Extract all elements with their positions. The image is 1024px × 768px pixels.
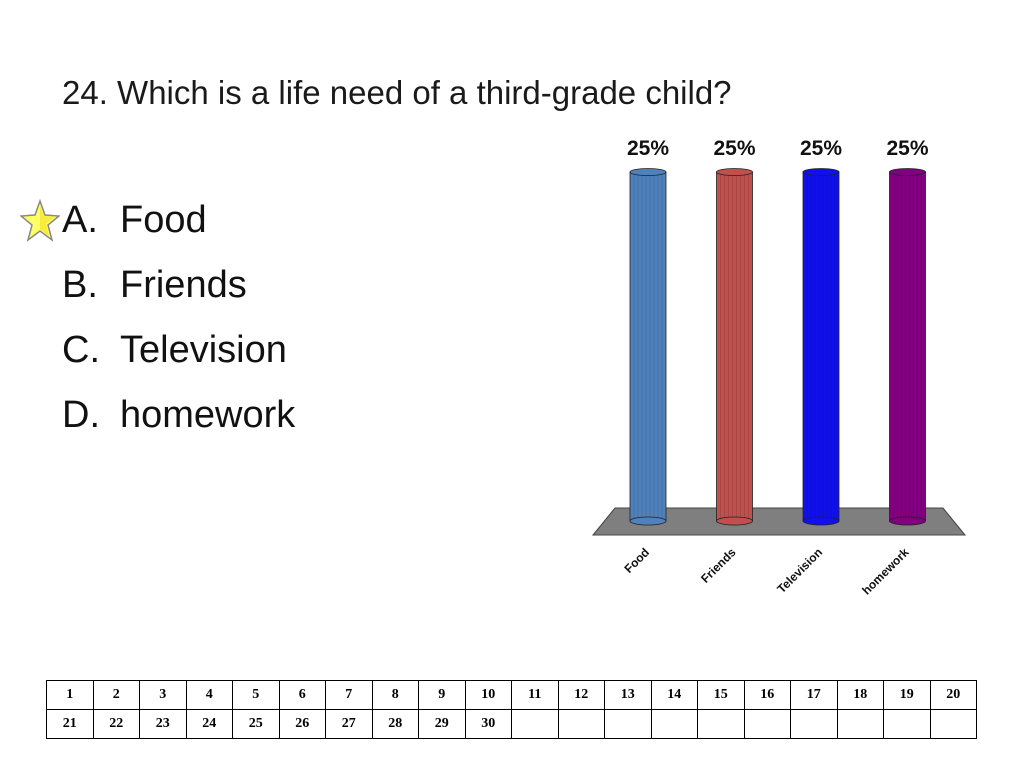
grid-cell[interactable]: 24 xyxy=(185,709,233,739)
grid-cell[interactable] xyxy=(557,709,605,739)
grid-cell[interactable] xyxy=(929,709,977,739)
grid-cell[interactable]: 28 xyxy=(371,709,419,739)
bar-base xyxy=(716,516,753,526)
answer-option[interactable]: D. homework xyxy=(62,383,295,448)
bar xyxy=(629,171,667,522)
grid-cell[interactable] xyxy=(697,709,745,739)
grid-cell[interactable]: 27 xyxy=(325,709,373,739)
bar xyxy=(802,171,840,522)
results-chart: 25% Food 25% Friends 25% Television 25% homewor… xyxy=(591,137,967,598)
grid-cell[interactable]: 14 xyxy=(650,680,698,710)
bar xyxy=(889,171,926,522)
answer-option[interactable]: B. Friends xyxy=(62,253,295,318)
grid-cell[interactable] xyxy=(743,709,791,739)
answer-text: Friends xyxy=(120,264,247,306)
grid-cell[interactable] xyxy=(790,709,838,739)
grid-cell[interactable]: 29 xyxy=(418,709,466,739)
answer-option[interactable]: C. Television xyxy=(62,318,295,383)
answer-letter: A. xyxy=(62,199,98,241)
answer-text: Food xyxy=(120,199,207,241)
answer-list: A. Food B. Friends C. Television D. home… xyxy=(62,188,295,448)
grid-cell[interactable]: 30 xyxy=(464,709,512,739)
grid-cell[interactable]: 26 xyxy=(278,709,326,739)
grid-cell[interactable]: 22 xyxy=(92,709,140,739)
answer-letter: B. xyxy=(62,264,98,306)
grid-cell[interactable]: 6 xyxy=(278,680,326,710)
grid-cell[interactable]: 11 xyxy=(511,680,559,710)
grid-cell[interactable]: 18 xyxy=(836,680,884,710)
grid-cell[interactable] xyxy=(604,709,652,739)
bar-top xyxy=(629,168,667,176)
grid-cell[interactable]: 9 xyxy=(418,680,466,710)
bar-base xyxy=(889,516,926,526)
bar xyxy=(716,171,753,522)
star-icon xyxy=(20,199,60,242)
grid-cell[interactable]: 8 xyxy=(371,680,419,710)
grid-cell[interactable]: 23 xyxy=(139,709,187,739)
bar-base xyxy=(629,516,667,526)
bar-top xyxy=(802,168,840,176)
bar-top xyxy=(889,168,926,176)
bar-top xyxy=(716,168,753,176)
grid-cell[interactable]: 7 xyxy=(325,680,373,710)
grid-cell[interactable]: 5 xyxy=(232,680,280,710)
bar-base xyxy=(802,516,840,526)
response-grid: 1 2 3 4 5 6 7 8 9 10 11 12 13 14 15 16 17 18 19 20 21 22 23 24 2… xyxy=(46,680,977,739)
grid-cell[interactable]: 3 xyxy=(139,680,187,710)
grid-cell[interactable]: 12 xyxy=(557,680,605,710)
answer-letter: D. xyxy=(62,394,100,436)
grid-cell[interactable] xyxy=(511,709,559,739)
answer-text: homework xyxy=(120,394,296,436)
grid-cell[interactable]: 15 xyxy=(697,680,745,710)
grid-cell[interactable] xyxy=(836,709,884,739)
answer-text: Television xyxy=(120,329,287,371)
answer-letter: C. xyxy=(62,329,100,371)
category-label: Friends xyxy=(698,545,739,586)
grid-cell[interactable] xyxy=(650,709,698,739)
category-label: Food xyxy=(621,545,652,576)
grid-row: 21 22 23 24 25 26 27 28 29 30 xyxy=(46,709,977,739)
grid-cell[interactable]: 16 xyxy=(743,680,791,710)
grid-cell[interactable]: 25 xyxy=(232,709,280,739)
grid-cell[interactable]: 21 xyxy=(46,709,94,739)
data-label: 25% xyxy=(713,137,755,160)
category-label: homework xyxy=(859,545,912,598)
grid-cell[interactable]: 20 xyxy=(929,680,977,710)
grid-cell[interactable]: 10 xyxy=(464,680,512,710)
data-label: 25% xyxy=(886,137,928,160)
grid-cell[interactable]: 4 xyxy=(185,680,233,710)
grid-cell[interactable]: 1 xyxy=(46,680,94,710)
grid-cell[interactable] xyxy=(883,709,931,739)
data-label: 25% xyxy=(627,137,669,160)
data-label: 25% xyxy=(800,137,842,160)
answer-option[interactable]: A. Food xyxy=(62,188,295,253)
grid-row: 1 2 3 4 5 6 7 8 9 10 11 12 13 14 15 16 17 18 19 20 xyxy=(46,680,977,710)
grid-cell[interactable]: 17 xyxy=(790,680,838,710)
category-label: Television xyxy=(774,545,825,596)
grid-cell[interactable]: 19 xyxy=(883,680,931,710)
question-title: 24. Which is a life need of a third-grad… xyxy=(62,74,732,111)
grid-cell[interactable]: 2 xyxy=(92,680,140,710)
grid-cell[interactable]: 13 xyxy=(604,680,652,710)
